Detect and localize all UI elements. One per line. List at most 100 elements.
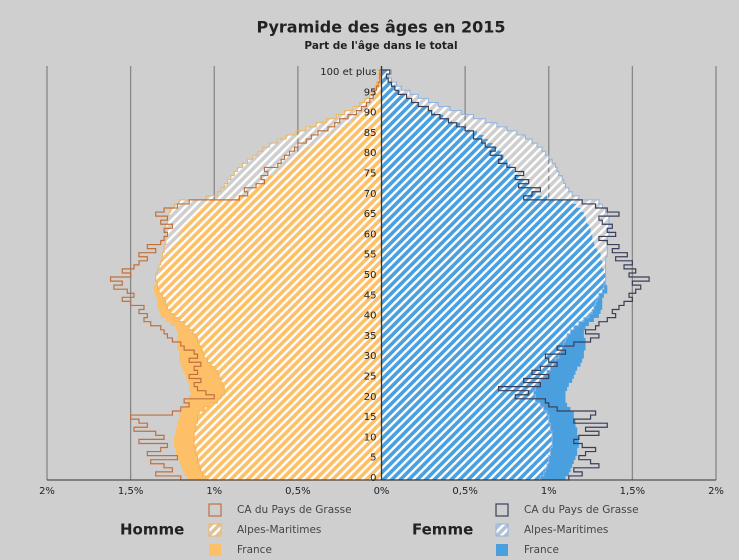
hatch-bar bbox=[336, 114, 382, 120]
hatch-bar bbox=[194, 435, 382, 440]
y-tick-label: 35 bbox=[364, 331, 377, 342]
y-tick-label: 50 bbox=[364, 270, 377, 281]
hatch-bar bbox=[220, 187, 382, 193]
hatch-bar bbox=[381, 252, 608, 258]
hatch-bar bbox=[192, 329, 382, 335]
hatch-bar bbox=[364, 98, 382, 103]
hatch-bar bbox=[381, 455, 549, 461]
hatch-bar bbox=[164, 244, 382, 249]
hatch-bar bbox=[381, 289, 603, 294]
hatch-bar bbox=[381, 183, 566, 189]
hatch-bar bbox=[381, 191, 573, 197]
hatch-bar bbox=[381, 175, 563, 180]
hatch-bar bbox=[170, 309, 382, 314]
hatch-bar bbox=[381, 447, 551, 452]
hatch-bar bbox=[286, 134, 382, 140]
x-tick-label: 2% bbox=[39, 486, 55, 497]
hatch-bar bbox=[381, 451, 551, 456]
y-tick-label: 10 bbox=[364, 432, 377, 443]
hatch-bar bbox=[381, 248, 608, 253]
hatch-bar bbox=[381, 171, 559, 176]
hatch-bar bbox=[247, 159, 382, 164]
hatch-bar bbox=[381, 151, 546, 156]
hatch-bar bbox=[157, 281, 382, 286]
hatch-bar bbox=[381, 346, 563, 351]
y-tick-label: 30 bbox=[364, 351, 377, 362]
hatch-outline bbox=[381, 69, 610, 481]
hatch-bar bbox=[162, 252, 382, 258]
hatch-bar bbox=[381, 293, 599, 298]
y-tick-label: 45 bbox=[364, 290, 377, 301]
hatch-bar bbox=[165, 228, 382, 233]
hatch-bar bbox=[195, 423, 382, 428]
hatch-bar bbox=[209, 402, 382, 408]
hatch-bar bbox=[217, 191, 382, 197]
hatch-bar bbox=[381, 301, 596, 306]
hatch-bar bbox=[381, 297, 598, 302]
hatch-bar bbox=[381, 122, 497, 128]
legend-swatch bbox=[496, 544, 508, 556]
hatch-bar bbox=[195, 427, 382, 432]
hatch-bar bbox=[381, 390, 534, 396]
hatch-bar bbox=[381, 106, 451, 111]
hatch-bar bbox=[252, 155, 382, 160]
hatch-bar bbox=[381, 350, 561, 355]
hatch-bar bbox=[381, 362, 554, 367]
hatch-bar bbox=[195, 447, 382, 452]
hatch-bar bbox=[381, 439, 553, 444]
hatch-bar bbox=[381, 126, 507, 132]
hatch-bar bbox=[381, 228, 609, 233]
legend-swatch bbox=[208, 503, 222, 517]
hatch-bar bbox=[379, 74, 382, 79]
hatch-bar bbox=[204, 406, 382, 412]
y-tick-label: 15 bbox=[364, 412, 377, 423]
hatch-bar bbox=[381, 272, 606, 278]
hatch-bar bbox=[257, 151, 382, 156]
hatch-bar bbox=[381, 329, 571, 335]
outline bbox=[381, 69, 650, 481]
x-tick-label: 0% bbox=[374, 486, 390, 497]
hatch-bar bbox=[381, 281, 604, 286]
hatch-bar bbox=[381, 78, 392, 83]
hatch-bar bbox=[316, 122, 382, 128]
y-tick-label: 80 bbox=[364, 148, 377, 159]
hatch-bar bbox=[381, 386, 536, 391]
hatch-bar bbox=[381, 130, 517, 136]
hatch-bar bbox=[165, 236, 382, 241]
hatch-bar bbox=[155, 277, 382, 282]
chart-title: Pyramide des âges en 2015 bbox=[256, 18, 505, 37]
hatch-bar bbox=[381, 199, 599, 205]
legend-swatch bbox=[209, 544, 221, 556]
hatch-bar bbox=[381, 86, 402, 91]
legend-swatch bbox=[208, 523, 222, 537]
y-tick-label: 5 bbox=[370, 453, 376, 464]
hatch-bar bbox=[155, 272, 382, 278]
hatch-bar bbox=[381, 244, 608, 249]
y-tick-label: 20 bbox=[364, 392, 377, 403]
x-tick-label: 0,5% bbox=[452, 486, 477, 497]
hatch-bar bbox=[210, 362, 382, 367]
hatch-bar bbox=[381, 427, 551, 432]
y-tick-label: 65 bbox=[364, 209, 377, 220]
hatch-bar bbox=[381, 224, 609, 229]
hatch-bar bbox=[296, 130, 382, 136]
hatch-bar bbox=[381, 187, 569, 193]
legend-label: Alpes-Maritimes bbox=[237, 524, 321, 536]
hatch-bar bbox=[167, 305, 382, 310]
hatch-bar bbox=[199, 341, 382, 347]
legend-label: CA du Pays de Grasse bbox=[237, 504, 352, 516]
hatch-bar bbox=[381, 236, 608, 241]
x-tick-label: 1% bbox=[541, 486, 557, 497]
legend-swatch bbox=[495, 523, 509, 537]
hatch-bar bbox=[227, 179, 382, 184]
hatch-bar bbox=[200, 346, 382, 351]
hatch-bar bbox=[197, 415, 382, 420]
hatch-bar bbox=[381, 467, 546, 473]
hatch-bar bbox=[217, 398, 382, 404]
hatch-bar bbox=[381, 143, 538, 148]
hatch-bar bbox=[169, 212, 382, 217]
outline bbox=[109, 69, 382, 481]
y-tick-label: 85 bbox=[364, 128, 377, 139]
x-tick-label: 1,5% bbox=[620, 486, 645, 497]
hatch-bar bbox=[381, 212, 608, 217]
